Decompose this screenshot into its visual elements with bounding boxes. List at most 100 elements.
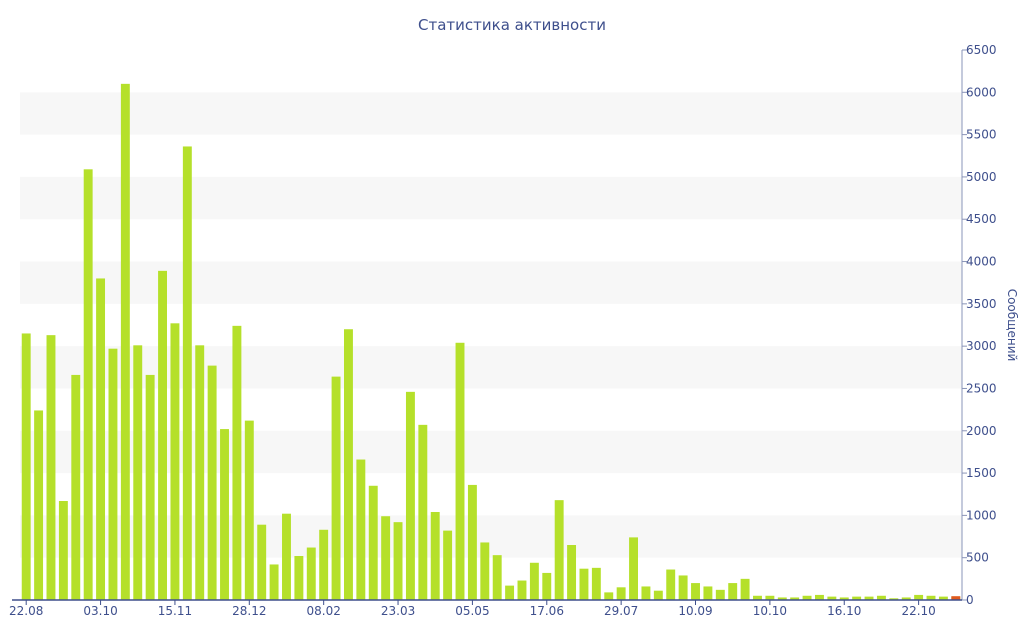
y-tick-label: 5000 — [966, 170, 997, 184]
bar — [641, 586, 651, 600]
bar — [914, 594, 924, 600]
bar — [765, 595, 775, 600]
bar — [666, 569, 676, 600]
bar — [108, 348, 118, 600]
bar — [282, 513, 291, 600]
bar — [938, 596, 948, 600]
bar — [876, 595, 886, 600]
bars-group — [21, 83, 961, 601]
bar — [269, 564, 279, 600]
x-tick-label: 05.05 — [455, 604, 489, 618]
bar — [616, 587, 626, 600]
bar — [182, 146, 192, 600]
bar — [58, 501, 68, 600]
y-tick-label: 2500 — [966, 381, 997, 395]
y-tick-label: 500 — [966, 551, 989, 565]
grid-band — [20, 176, 962, 220]
bar — [467, 484, 477, 600]
x-tick-label: 22.10 — [901, 604, 935, 618]
bar — [170, 323, 180, 600]
y-tick-label: 4000 — [966, 255, 997, 269]
bar — [96, 278, 106, 600]
bar — [368, 485, 378, 600]
grid-bands — [20, 92, 962, 558]
bar — [294, 556, 304, 600]
bar — [864, 596, 874, 600]
bar — [889, 598, 899, 600]
bar — [827, 596, 837, 600]
x-tick-label: 22.08 — [9, 604, 43, 618]
y-tick-label: 5500 — [966, 128, 997, 142]
bar — [839, 597, 849, 600]
chart-title: Статистика активности — [418, 16, 606, 34]
bar — [753, 595, 762, 600]
bar — [21, 333, 31, 600]
y-tick-label: 2000 — [966, 424, 997, 438]
bar — [542, 572, 552, 600]
bar — [220, 429, 229, 600]
bar — [257, 524, 267, 600]
bar — [517, 580, 527, 600]
bar — [554, 500, 564, 600]
bar — [728, 583, 738, 600]
bar — [34, 410, 44, 600]
bar — [852, 596, 862, 600]
bar — [480, 542, 490, 600]
grid-band — [20, 92, 962, 135]
bar — [901, 597, 911, 600]
bar — [492, 555, 502, 600]
highlight-bar — [951, 596, 961, 600]
bar — [815, 594, 824, 600]
x-tick-label: 10.10 — [753, 604, 787, 618]
x-tick-label: 08.02 — [306, 604, 340, 618]
y-tick-label: 3000 — [966, 339, 997, 353]
bar — [158, 270, 167, 600]
bar — [703, 586, 713, 600]
bar — [604, 592, 614, 600]
x-tick-label: 23.03 — [381, 604, 415, 618]
y-tick-label: 0 — [966, 593, 974, 607]
bar — [790, 597, 800, 600]
bar — [46, 335, 56, 600]
bar — [529, 562, 539, 600]
y-tick-label: 4500 — [966, 212, 997, 226]
bar — [715, 589, 725, 600]
grid-band — [20, 261, 962, 304]
bar — [83, 169, 93, 600]
x-tick-label: 03.10 — [83, 604, 117, 618]
bar — [344, 329, 353, 600]
bar — [393, 522, 403, 600]
x-tick-label: 17.06 — [530, 604, 564, 618]
bar — [629, 537, 638, 600]
bar — [381, 516, 391, 600]
y-axis: 0 500 1000 1500 2000 2500 3000 3500 4000 4500 5000… — [961, 43, 997, 607]
bar — [418, 424, 428, 600]
bar — [802, 595, 812, 600]
bar — [207, 365, 217, 600]
bar — [443, 530, 453, 600]
bar — [926, 595, 936, 600]
bar — [567, 545, 577, 600]
bar — [145, 374, 155, 600]
bar — [306, 547, 316, 600]
bar — [579, 568, 589, 600]
x-tick-label: 28.12 — [232, 604, 266, 618]
bar — [740, 578, 750, 600]
x-tick-label: 16.10 — [827, 604, 861, 618]
bar — [232, 325, 242, 600]
bar — [455, 342, 465, 600]
bar — [691, 583, 700, 600]
x-tick-label: 10.09 — [678, 604, 712, 618]
bar — [678, 575, 688, 600]
y-tick-label: 6000 — [966, 85, 997, 99]
bar — [133, 345, 143, 600]
bar — [319, 529, 329, 600]
bar — [195, 345, 205, 600]
bar — [430, 512, 440, 600]
bar — [505, 585, 515, 600]
y-axis-label: Сообщений — [1005, 289, 1019, 362]
y-tick-label: 1000 — [966, 508, 997, 522]
bar — [777, 597, 787, 600]
x-tick-label: 15.11 — [158, 604, 192, 618]
